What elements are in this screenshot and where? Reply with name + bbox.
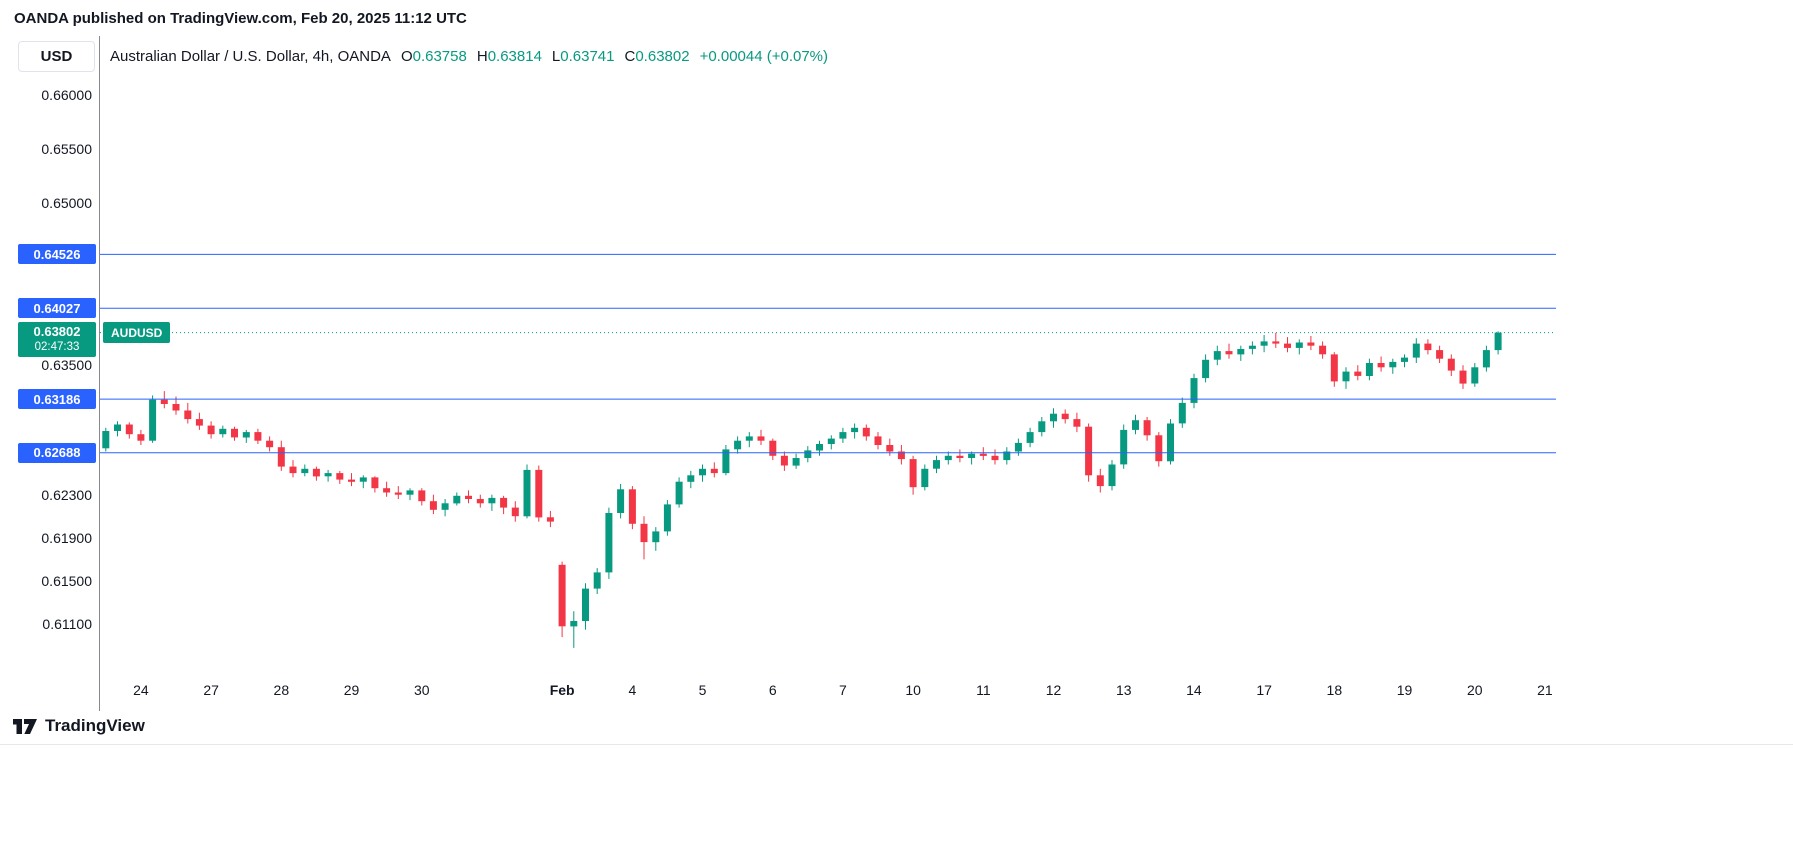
- price-tick-label: 0.65500: [41, 141, 92, 158]
- time-tick-label: Feb: [549, 682, 575, 698]
- bottom-divider: [0, 744, 1793, 745]
- symbol-price-tag: AUDUSD: [103, 322, 171, 344]
- legend-low: L 0.63741: [552, 48, 615, 65]
- level-price-badge: 0.64526: [18, 244, 96, 265]
- level-price-badge: 0.63186: [18, 389, 96, 410]
- chart-legend: Australian Dollar / U.S. Dollar, 4h, OAN…: [110, 48, 828, 65]
- time-tick-label: 11: [976, 682, 991, 698]
- time-tick-label: 21: [1537, 682, 1553, 698]
- price-tick-label: 0.61900: [41, 529, 92, 546]
- legend-close-label: C: [624, 48, 636, 65]
- legend-change: +0.00044 (+0.07%): [699, 48, 829, 65]
- currency-toggle-button[interactable]: USD: [18, 41, 95, 72]
- current-price-label: 0.63802: [33, 323, 81, 339]
- time-tick-label: 29: [343, 682, 360, 698]
- time-tick-label: 28: [273, 682, 290, 698]
- price-tick-label: 0.61100: [42, 616, 92, 633]
- tradingview-logo-text: TradingView: [45, 716, 145, 735]
- time-axis[interactable]: 24 27 28 29 30 Feb 4 5 6 7 10 11 12 13 14 17 18 19 20 21: [100, 676, 1560, 710]
- time-tick-label: 14: [1186, 682, 1202, 698]
- legend-high-label: H: [476, 48, 488, 65]
- level-price-badge: 0.64027: [18, 298, 96, 319]
- legend-high: H 0.63814: [477, 48, 542, 65]
- price-tick-label: 0.61500: [41, 573, 92, 590]
- bar-countdown-label: 02:47:33: [34, 340, 80, 353]
- attribution-text: OANDA published on TradingView.com, Feb …: [14, 10, 467, 27]
- time-tick-label: 13: [1115, 682, 1132, 698]
- symbol-title[interactable]: Australian Dollar / U.S. Dollar, 4h, OAN…: [110, 48, 391, 65]
- time-tick-label: 6: [768, 682, 777, 698]
- candlestick-chart[interactable]: [100, 36, 1556, 676]
- legend-close-value: 0.63802: [635, 48, 690, 65]
- legend-open-value: 0.63758: [412, 48, 467, 65]
- level-price-badge: 0.62688: [18, 442, 96, 463]
- time-tick-label: 18: [1326, 682, 1343, 698]
- time-tick-label: 24: [133, 682, 149, 698]
- legend-open: O 0.63758: [401, 48, 467, 65]
- legend-open-label: O: [400, 48, 413, 65]
- time-tick-label: 10: [905, 682, 921, 698]
- tradingview-logo-icon: [13, 718, 37, 734]
- legend-close: C 0.63802: [625, 48, 690, 65]
- time-tick-label: 4: [628, 682, 637, 698]
- price-tick-label: 0.63500: [41, 357, 92, 374]
- chart-plot-area[interactable]: AUDUSD: [100, 36, 1556, 676]
- price-tick-label: 0.62300: [41, 486, 92, 503]
- time-tick-label: 19: [1396, 682, 1413, 698]
- time-tick-label: 27: [203, 682, 219, 698]
- time-tick-label: 17: [1256, 682, 1272, 698]
- time-tick-label: 30: [413, 682, 430, 698]
- legend-high-value: 0.63814: [487, 48, 542, 65]
- tradingview-logo[interactable]: TradingView: [13, 716, 145, 736]
- price-axis[interactable]: 0.63802 02:47:33 0.66000 0.65500 0.65000 0.…: [12, 36, 100, 711]
- legend-low-value: 0.63741: [560, 48, 615, 65]
- price-tick-label: 0.65000: [41, 195, 92, 212]
- current-price-badge: 0.63802 02:47:33: [18, 321, 96, 357]
- legend-low-label: L: [551, 48, 561, 65]
- time-tick-label: 12: [1045, 682, 1062, 698]
- time-tick-label: 7: [839, 682, 847, 698]
- price-tick-label: 0.66000: [41, 87, 92, 104]
- time-tick-label: 20: [1466, 682, 1483, 698]
- time-tick-label: 5: [698, 682, 707, 698]
